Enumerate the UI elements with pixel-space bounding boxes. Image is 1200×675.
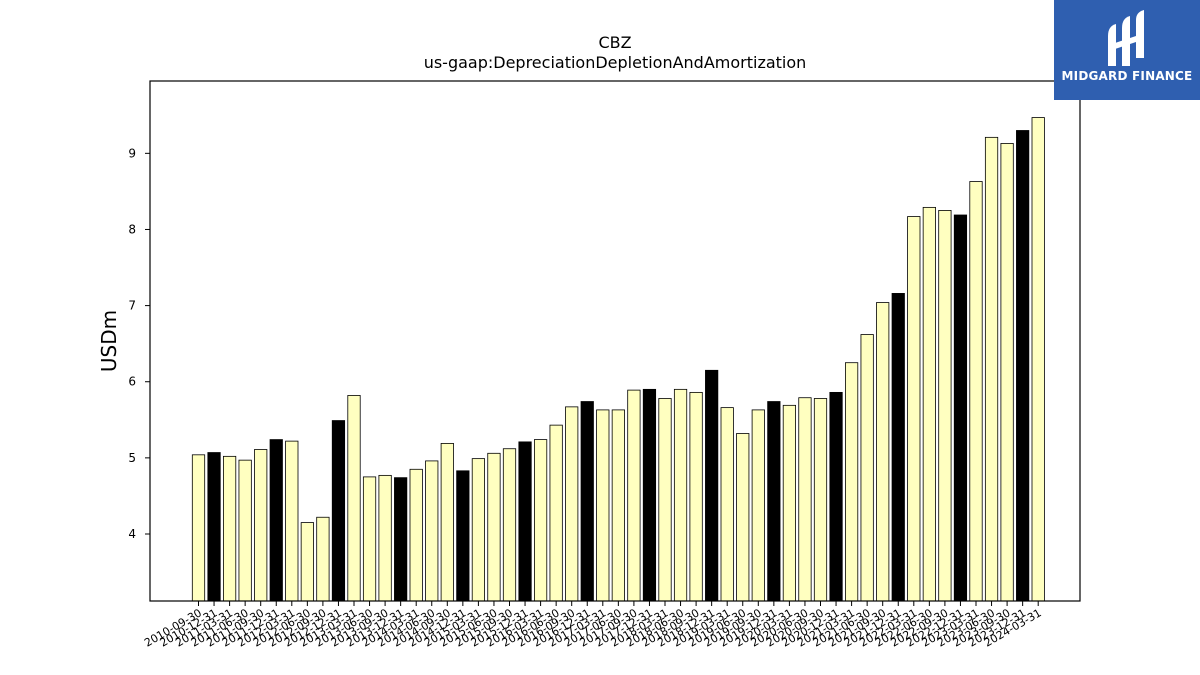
chart-subtitle: us-gaap:DepreciationDepletionAndAmortiza… xyxy=(424,53,807,72)
bar-2015-06-30 xyxy=(487,452,501,602)
bar-2012-09-30 xyxy=(316,516,330,602)
bar-2011-09-30 xyxy=(254,449,268,602)
bar-2012-03-31 xyxy=(285,440,299,602)
bars-group xyxy=(191,117,1045,602)
bar-2014-06-30 xyxy=(425,460,439,602)
y-tick-label: 5 xyxy=(128,451,136,465)
midgard-logo: MIDGARD FINANCE xyxy=(1054,0,1200,100)
bar-2012-06-30 xyxy=(300,522,314,602)
bar-2017-06-30 xyxy=(611,409,625,602)
bar-2018-09-30 xyxy=(689,391,703,602)
bar-2019-09-30 xyxy=(751,409,765,602)
plot-frame xyxy=(149,80,1081,602)
bar-2019-06-30 xyxy=(736,433,750,602)
bar-2015-09-30 xyxy=(502,448,517,602)
bar-2021-12-31 xyxy=(891,293,905,602)
bar-2015-03-31 xyxy=(471,458,486,602)
bar-2020-03-31 xyxy=(782,404,797,602)
bar-2016-03-31 xyxy=(534,439,548,602)
bar-2014-03-31 xyxy=(409,468,423,602)
x-axis: 2010-09-302010-12-312011-03-312011-06-30… xyxy=(142,601,1044,650)
logo-text: MIDGARD FINANCE xyxy=(1061,69,1193,83)
bar-2013-06-30 xyxy=(362,476,377,602)
y-tick-label: 7 xyxy=(128,299,136,313)
bar-2016-06-30 xyxy=(549,424,563,602)
bar-2010-09-30 xyxy=(191,454,206,602)
bar-2023-06-30 xyxy=(984,136,999,602)
bar-2011-12-31 xyxy=(269,439,283,602)
bar-2023-12-31 xyxy=(1016,130,1030,602)
bar-2022-09-30 xyxy=(938,210,952,602)
bar-2022-12-31 xyxy=(953,214,968,602)
bar-2023-03-31 xyxy=(969,181,983,602)
bar-2016-09-30 xyxy=(565,406,579,602)
bar-2019-03-31 xyxy=(720,407,734,602)
bar-2018-12-31 xyxy=(705,369,719,602)
bar-2013-12-31 xyxy=(394,477,408,602)
y-tick-label: 4 xyxy=(128,527,136,541)
bar-2020-09-30 xyxy=(813,398,828,602)
bar-2021-09-30 xyxy=(876,302,890,602)
bar-2013-03-31 xyxy=(347,395,361,602)
bar-2011-06-30 xyxy=(238,459,252,602)
bar-2016-12-31 xyxy=(580,401,594,602)
y-axis-label: USDm xyxy=(97,310,121,372)
bar-2012-12-31 xyxy=(331,420,346,602)
bar-2022-06-30 xyxy=(922,206,936,602)
bar-2013-09-30 xyxy=(378,474,392,602)
bar-2017-09-30 xyxy=(627,389,641,602)
y-tick-label: 6 xyxy=(128,375,136,389)
bar-2018-03-31 xyxy=(658,398,672,602)
bar-2020-06-30 xyxy=(798,397,812,602)
bar-2021-03-31 xyxy=(845,362,859,602)
bar-2017-03-31 xyxy=(596,409,610,602)
bar-2019-12-31 xyxy=(767,401,781,602)
bar-2015-12-31 xyxy=(518,441,532,602)
bar-2023-09-30 xyxy=(1000,143,1014,602)
midgard-logo-icon xyxy=(1108,10,1144,66)
y-axis: 4 5 6 7 8 9 xyxy=(128,146,150,541)
bar-2014-09-30 xyxy=(440,442,454,602)
bar-2024-03-31 xyxy=(1031,117,1045,602)
bar-2014-12-31 xyxy=(456,470,470,602)
bar-2017-12-31 xyxy=(642,388,657,602)
bar-2011-03-31 xyxy=(222,455,237,602)
y-tick-label: 9 xyxy=(128,146,136,160)
bar-2020-12-31 xyxy=(829,391,843,602)
y-tick-label: 8 xyxy=(128,222,136,236)
chart-title: CBZ xyxy=(598,33,631,52)
bar-2010-12-31 xyxy=(207,452,221,602)
bar-2021-06-30 xyxy=(860,334,874,602)
bar-2022-03-31 xyxy=(907,216,921,602)
bar-2018-06-30 xyxy=(673,388,688,602)
